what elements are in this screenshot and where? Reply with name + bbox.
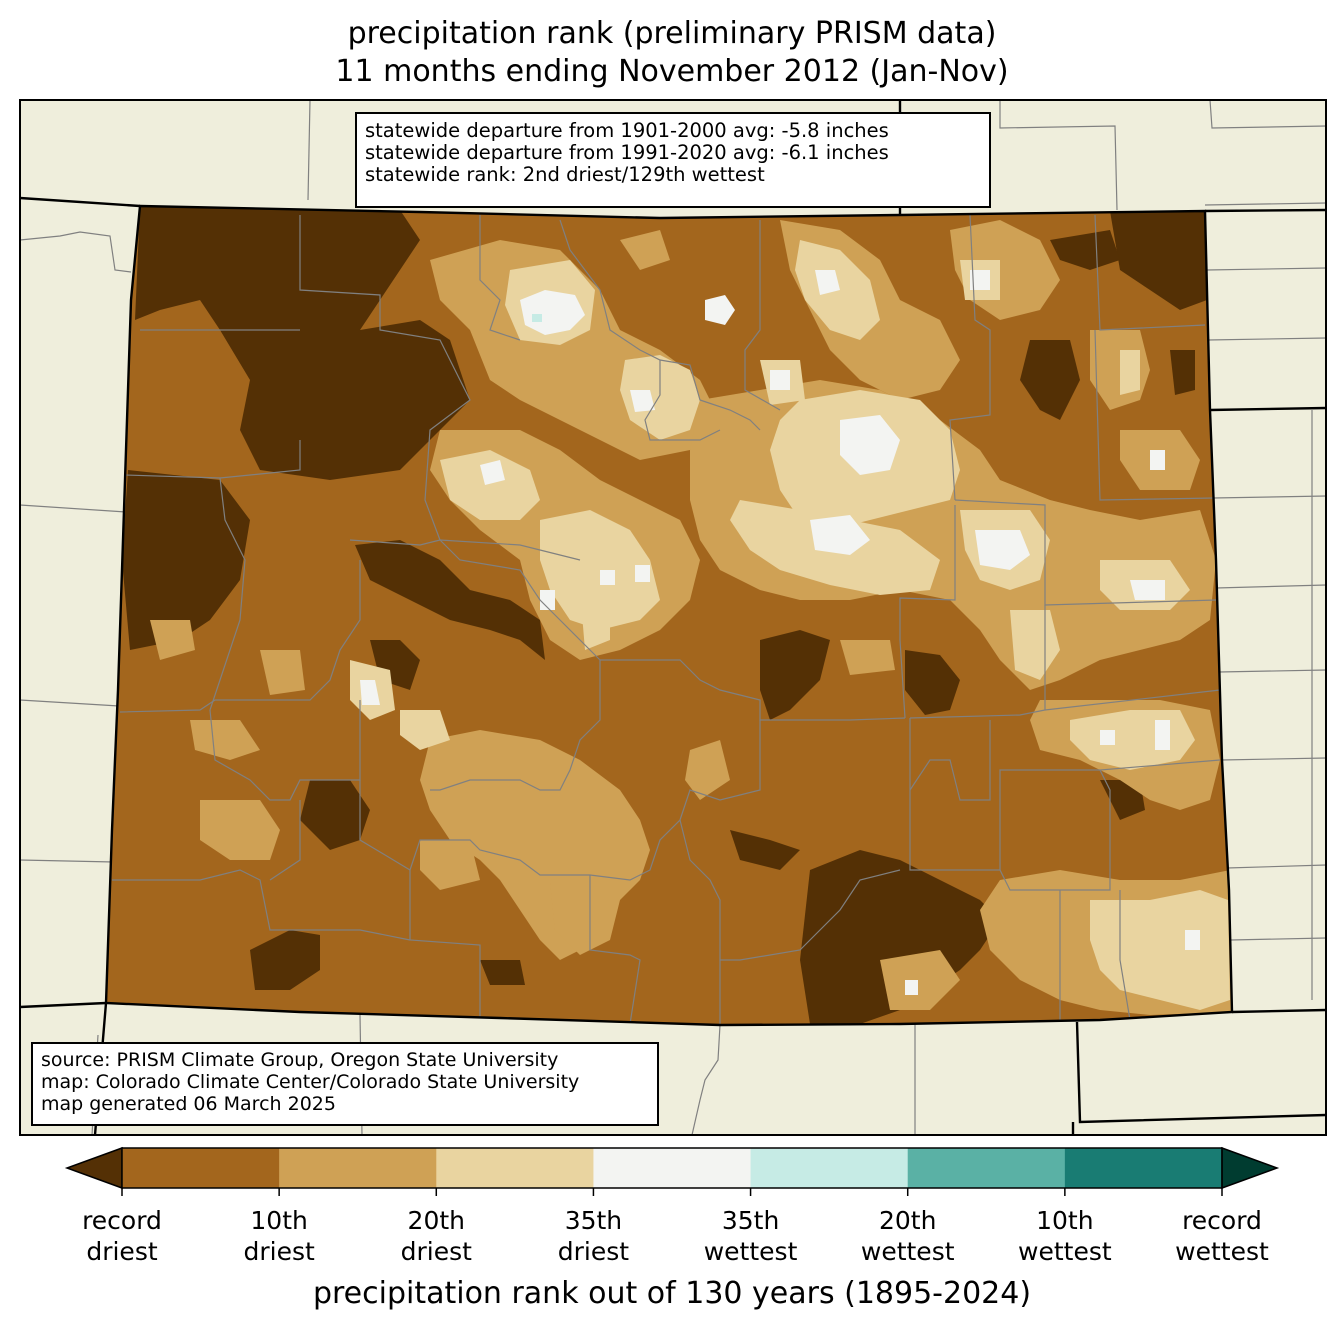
colorbar-tick-label: 10th driest	[209, 1205, 349, 1267]
tick-label-category: wettest	[1018, 1237, 1112, 1266]
statewide-stats-box: statewide departure from 1901-2000 avg: …	[355, 112, 991, 208]
tick-label-rank: 35th	[721, 1206, 780, 1235]
colorbar-tick-label: record driest	[52, 1205, 192, 1267]
colorbar-tick-label: 35th wettest	[681, 1205, 821, 1267]
tick-label-category: driest	[243, 1237, 315, 1266]
tick-label-rank: record	[82, 1206, 162, 1235]
precip-rank-field	[106, 206, 1232, 1025]
tick-label-category: wettest	[1175, 1237, 1269, 1266]
colorbar-tick-label: 20th driest	[366, 1205, 506, 1267]
colorbar-tick-label: 10th wettest	[995, 1205, 1135, 1267]
colorbar-title: precipitation rank out of 130 years (189…	[312, 1276, 1032, 1311]
colorado-border	[104, 204, 1234, 1027]
colorbar-tick-label: 35th driest	[523, 1205, 663, 1267]
tick-label-rank: 20th	[407, 1206, 466, 1235]
map-credit-line: map: Colorado Climate Center/Colorado St…	[41, 1071, 580, 1093]
tick-label-category: driest	[557, 1237, 630, 1266]
map-frame	[19, 99, 1327, 1136]
colorbar-segment	[436, 1148, 594, 1188]
colorbar-segment	[1064, 1148, 1223, 1188]
stat-departure-1901-2000: statewide departure from 1901-2000 avg: …	[365, 119, 889, 142]
colorbar-extend-high	[1221, 1146, 1280, 1190]
tick-label-rank: 20th	[878, 1206, 937, 1235]
stat-statewide-rank: statewide rank: 2nd driest/129th wettest	[365, 163, 765, 186]
colorbar-tick-label: 20th wettest	[838, 1205, 978, 1267]
source-box: source: PRISM Climate Group, Oregon Stat…	[31, 1042, 659, 1126]
colorbar-tick-label: record wettest	[1152, 1205, 1292, 1267]
tick-label-category: wettest	[860, 1237, 955, 1266]
source-line: source: PRISM Climate Group, Oregon Stat…	[41, 1049, 559, 1071]
tick-label-rank: record	[1182, 1206, 1262, 1235]
tick-label-category: driest	[400, 1237, 472, 1266]
tick-label-rank: 10th	[250, 1206, 308, 1235]
tick-label-category: driest	[86, 1237, 158, 1266]
colorbar-segment	[593, 1148, 752, 1188]
stat-departure-1991-2020: statewide departure from 1991-2020 avg: …	[365, 141, 889, 164]
map-title-line-1: precipitation rank (preliminary PRISM da…	[347, 16, 997, 51]
colorbar-segment	[907, 1148, 1066, 1188]
map-title-line-2: 11 months ending November 2012 (Jan-Nov)	[335, 54, 1009, 89]
tick-label-category: wettest	[703, 1237, 798, 1266]
colorbar-segment	[122, 1148, 280, 1188]
colorbar-extend-low	[64, 1146, 123, 1190]
colorbar-segment	[750, 1148, 909, 1188]
tick-label-rank: 35th	[564, 1206, 623, 1235]
map-generated-line: map generated 06 March 2025	[41, 1093, 336, 1115]
colorbar-segment	[279, 1148, 437, 1188]
colorbar-frame	[121, 1147, 1223, 1189]
tick-label-rank: 10th	[1036, 1206, 1094, 1235]
colorado-precipitation-map	[19, 99, 1327, 1136]
